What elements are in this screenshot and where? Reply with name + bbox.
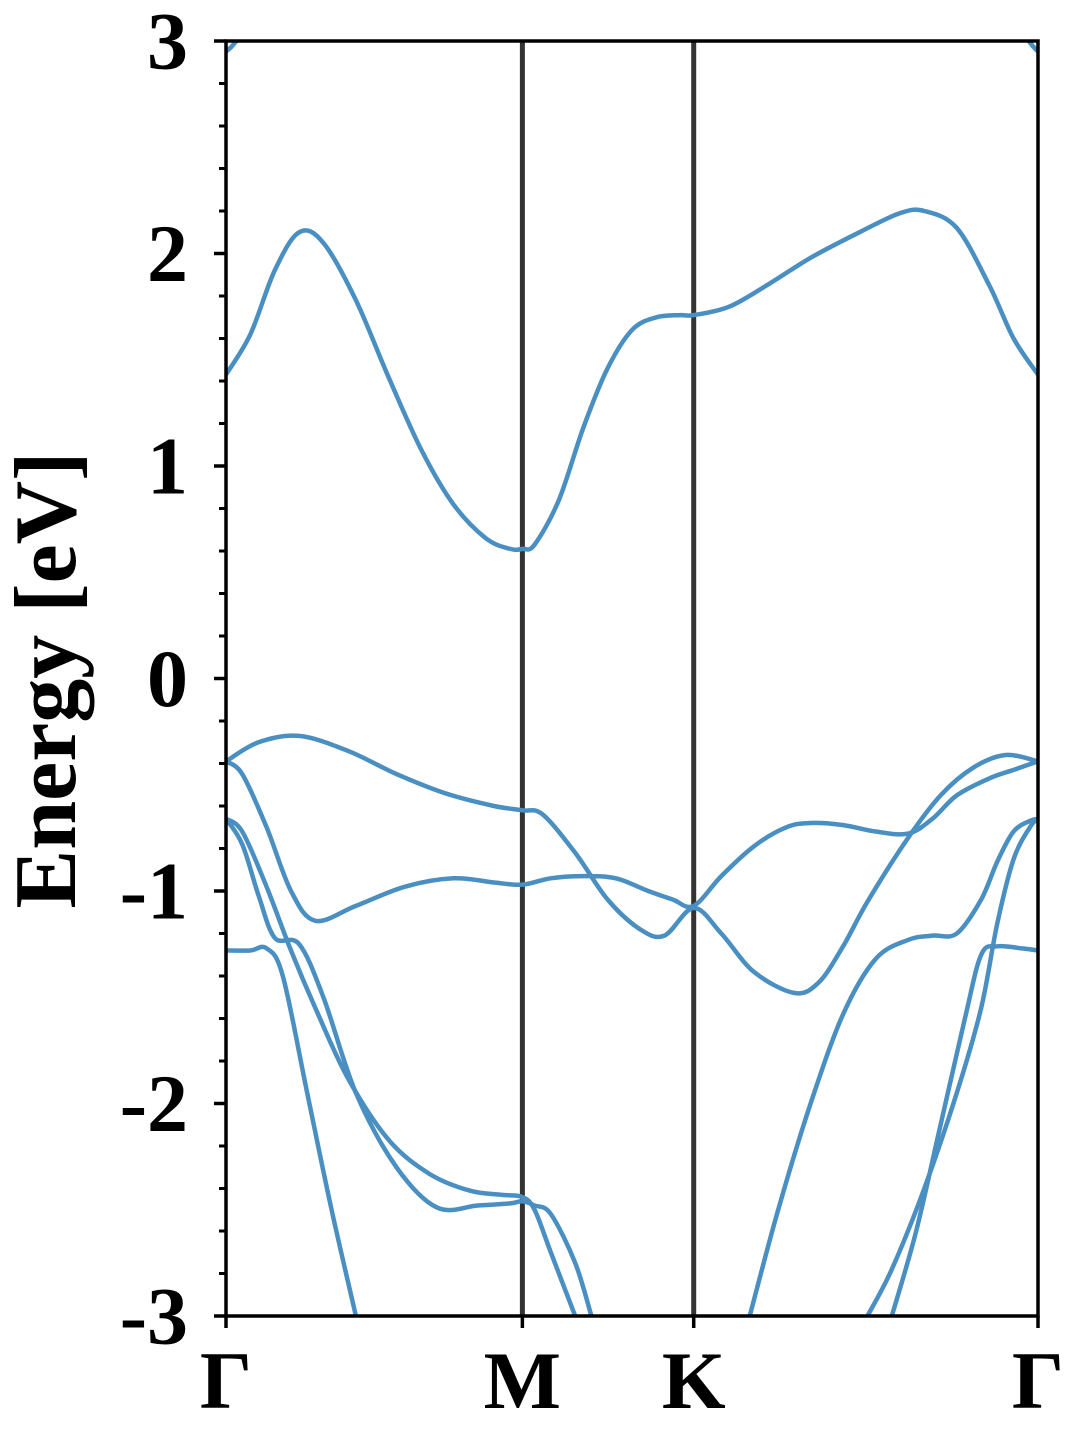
y-tick-label: 2 — [147, 208, 188, 299]
y-tick-label: -3 — [120, 1271, 188, 1362]
band-line-1 — [226, 207, 1038, 553]
band-line-3 — [226, 759, 1038, 924]
y-tick-label: -1 — [120, 846, 188, 937]
y-tick-label: 0 — [147, 633, 188, 724]
band-line-11 — [1024, 41, 1038, 54]
y-axis-title: Energy [eV] — [0, 452, 95, 909]
high-symmetry-lines — [519, 41, 697, 1316]
x-tick-label: K — [662, 1335, 726, 1426]
band-line-7 — [747, 816, 1038, 1316]
x-tick-label: M — [484, 1335, 561, 1426]
x-tick-label: Γ — [200, 1335, 252, 1426]
y-tick-label: -2 — [120, 1058, 188, 1149]
band-line-5 — [226, 816, 578, 1316]
band-line-4 — [226, 816, 594, 1316]
band-line-9 — [889, 943, 1038, 1316]
band-line-8 — [865, 816, 1038, 1316]
x-tick-label: Γ — [1012, 1335, 1064, 1426]
plot-frame — [224, 39, 1040, 1318]
y-tick-label: 1 — [147, 421, 188, 512]
y-axis: 3 2 1 0 -1 -2 -3 — [120, 0, 226, 1362]
y-tick-label: 3 — [147, 0, 188, 87]
band-line-10 — [226, 41, 241, 54]
band-line-6 — [226, 944, 359, 1316]
band-line-2 — [226, 733, 1038, 996]
energy-bands — [226, 41, 1038, 1316]
